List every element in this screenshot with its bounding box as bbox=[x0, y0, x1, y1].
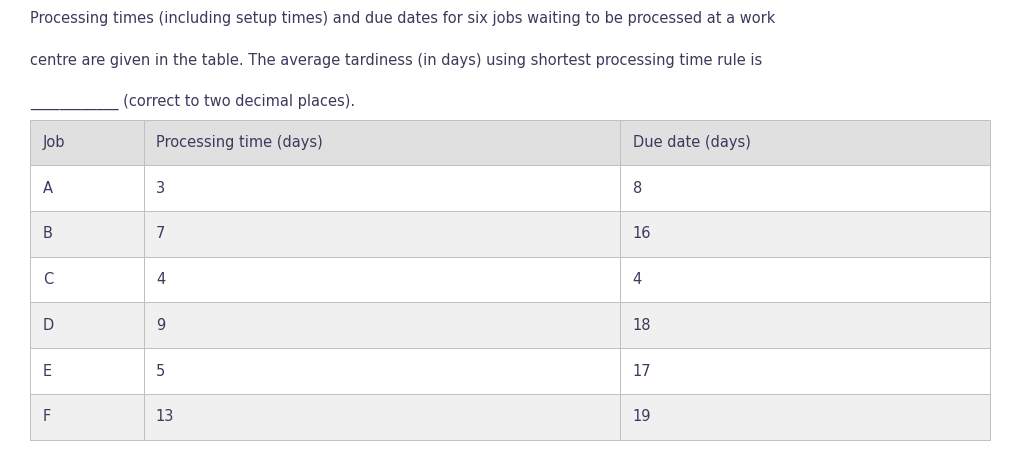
Text: B: B bbox=[43, 226, 53, 241]
Text: Due date (days): Due date (days) bbox=[632, 135, 750, 150]
Bar bbox=[144, 394, 620, 440]
Text: 19: 19 bbox=[632, 410, 651, 424]
Text: C: C bbox=[43, 272, 53, 287]
Bar bbox=[144, 303, 620, 348]
Text: centre are given in the table. The average tardiness (in days) using shortest pr: centre are given in the table. The avera… bbox=[30, 53, 762, 68]
Bar bbox=[620, 348, 990, 394]
Text: 7: 7 bbox=[156, 226, 165, 241]
Bar bbox=[30, 165, 144, 211]
Bar bbox=[620, 120, 990, 165]
Bar bbox=[30, 348, 144, 394]
Text: 18: 18 bbox=[632, 318, 651, 333]
Text: 13: 13 bbox=[156, 410, 175, 424]
Text: 3: 3 bbox=[156, 181, 165, 196]
Text: 9: 9 bbox=[156, 318, 165, 333]
Bar bbox=[144, 348, 620, 394]
Bar bbox=[144, 257, 620, 303]
Text: ____________ (correct to two decimal places).: ____________ (correct to two decimal pla… bbox=[30, 94, 355, 110]
Text: D: D bbox=[43, 318, 54, 333]
Text: Processing time (days): Processing time (days) bbox=[156, 135, 323, 150]
Bar bbox=[30, 120, 144, 165]
Text: 8: 8 bbox=[632, 181, 641, 196]
Bar bbox=[620, 303, 990, 348]
Bar bbox=[620, 257, 990, 303]
Text: 4: 4 bbox=[632, 272, 641, 287]
Bar bbox=[30, 303, 144, 348]
Text: 4: 4 bbox=[156, 272, 165, 287]
Text: A: A bbox=[43, 181, 53, 196]
Bar bbox=[620, 394, 990, 440]
Bar bbox=[30, 257, 144, 303]
Text: Processing times (including setup times) and due dates for six jobs waiting to b: Processing times (including setup times)… bbox=[30, 11, 775, 26]
Bar bbox=[144, 165, 620, 211]
Text: 17: 17 bbox=[632, 364, 652, 378]
Text: F: F bbox=[43, 410, 51, 424]
Bar bbox=[30, 211, 144, 257]
Bar bbox=[620, 211, 990, 257]
Text: Job: Job bbox=[43, 135, 65, 150]
Text: 5: 5 bbox=[156, 364, 165, 378]
Bar bbox=[144, 120, 620, 165]
Text: 16: 16 bbox=[632, 226, 651, 241]
Bar bbox=[620, 165, 990, 211]
Text: E: E bbox=[43, 364, 52, 378]
Bar bbox=[144, 211, 620, 257]
Bar bbox=[30, 394, 144, 440]
